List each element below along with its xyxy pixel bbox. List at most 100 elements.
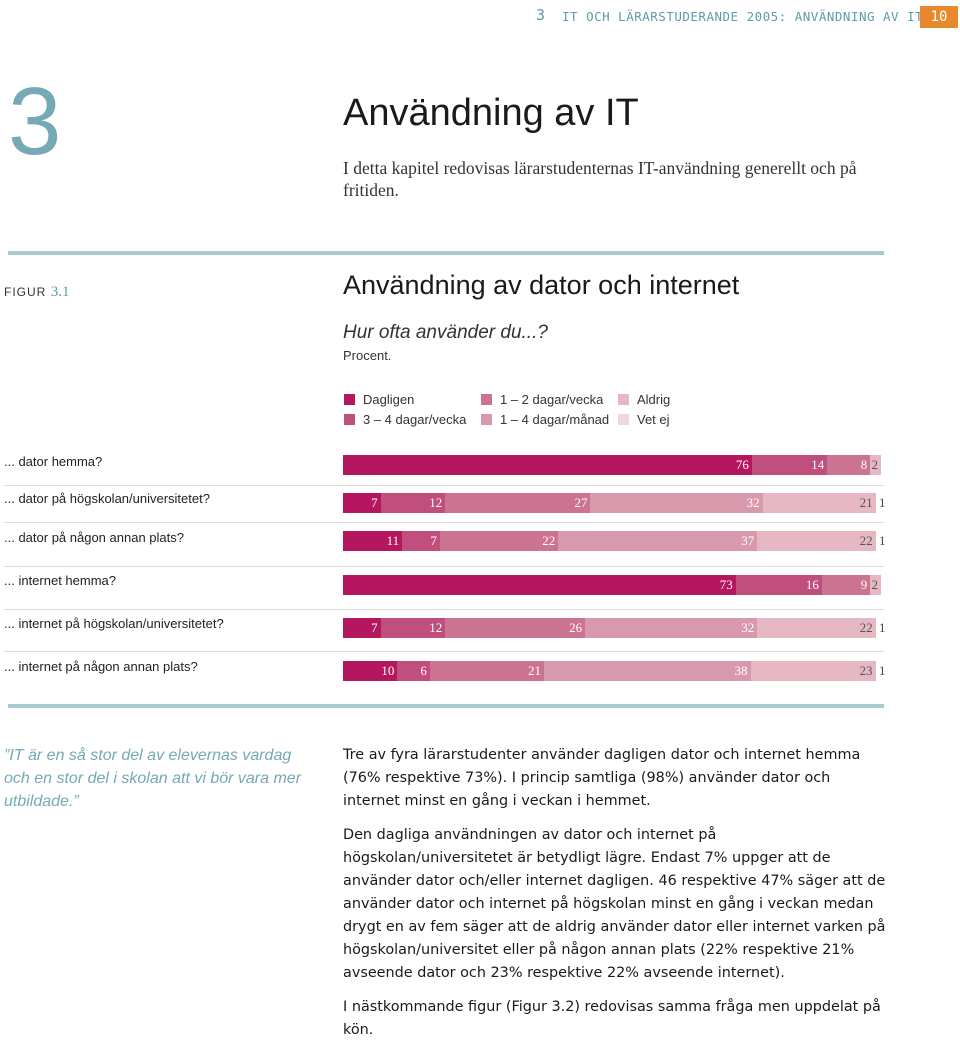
bar-value-label: 22 — [859, 533, 873, 548]
body-paragraph-1: Tre av fyra lärarstudenter använder dagl… — [343, 747, 861, 809]
row-label-internet-hemma: ... internet hemma? — [4, 573, 116, 588]
legend-item-dagligen: Dagligen — [344, 392, 414, 407]
divider-top — [8, 251, 884, 255]
bar-value-label: 73 — [719, 577, 733, 592]
bar-row-internet-hogskolan: 7 12 26 32 22 1 — [343, 618, 886, 638]
row-separator — [4, 609, 884, 610]
row-separator — [4, 566, 884, 567]
divider-bottom — [8, 704, 884, 708]
bar-value-label: 8 — [860, 457, 868, 472]
bar-segment: 12 — [380, 618, 446, 638]
bar-segment: 6 — [397, 661, 430, 681]
figure-title: Användning av dator och internet — [343, 270, 740, 300]
bar-value-label: 22 — [542, 533, 556, 548]
bar-segment: 21 — [762, 493, 876, 513]
figure-label-prefix: FIGUR — [4, 285, 47, 299]
bar-row-internet-hemma: 73 16 9 2 — [343, 575, 881, 595]
chapter-intro: I detta kapitel redovisas lärarstudenter… — [343, 158, 857, 200]
bar-segment: 14 — [751, 455, 828, 475]
bar-value-label: 37 — [741, 533, 755, 548]
bar-segment: 10 — [343, 661, 398, 681]
bar-value-label: 1 — [879, 663, 886, 678]
legend-label: 1 – 4 dagar/månad — [500, 412, 610, 427]
bar-row-dator-annan-plats: 11 7 22 37 22 1 — [343, 531, 886, 551]
legend-item-vet-ej: Vet ej — [618, 412, 670, 427]
bar-value-label: 14 — [811, 457, 825, 472]
bar-segment: 11 — [343, 531, 403, 551]
bar-segment: 23 — [750, 661, 876, 681]
legend-label: Dagligen — [363, 392, 415, 407]
bar-segment: 76 — [343, 455, 752, 475]
bar-segment: 7 — [343, 618, 381, 638]
page-number-badge: 10 — [920, 6, 958, 28]
header-chapter-number: 3 — [536, 6, 546, 24]
bar-segment: 21 — [429, 661, 545, 681]
bar-segment: 73 — [343, 575, 736, 595]
bar-segment: 26 — [445, 618, 586, 638]
bar-value-label: 26 — [569, 620, 583, 635]
bar-segment: 22 — [757, 531, 876, 551]
bar-value-label: 9 — [860, 577, 868, 592]
legend-label: 1 – 2 dagar/vecka — [500, 392, 604, 407]
chapter-title: Användning av IT — [343, 92, 639, 134]
row-separator — [4, 651, 884, 652]
figure-label-number: 3.1 — [50, 284, 70, 300]
bar-segment: 2 — [870, 455, 881, 475]
bar-value-label: 2 — [871, 577, 878, 592]
row-label-dator-hogskolan: ... dator på högskolan/universitetet? — [4, 491, 210, 506]
bar-segment: 38 — [544, 661, 751, 681]
body-paragraph-3: I nästkommande figur (Figur 3.2) redovis… — [343, 999, 881, 1038]
legend-swatch — [481, 394, 492, 405]
bar-value-label: 1 — [879, 533, 886, 548]
legend-item-aldrig: Aldrig — [618, 392, 670, 407]
bar-segment: 9 — [821, 575, 871, 595]
bar-value-label: 11 — [386, 533, 400, 548]
legend-swatch — [481, 414, 492, 425]
bar-value-label: 12 — [429, 620, 443, 635]
bar-value-label: 7 — [371, 620, 378, 635]
bar-value-label: 32 — [741, 620, 755, 635]
bar-row-dator-hogskolan: 7 12 27 32 21 1 — [343, 493, 886, 513]
bar-value-label: 16 — [805, 577, 819, 592]
bar-row-internet-annan-plats: 10 6 21 38 23 1 — [343, 661, 886, 681]
legend-item-3-4-dagar-vecka: 3 – 4 dagar/vecka — [344, 412, 466, 427]
legend-swatch — [618, 414, 629, 425]
bar-value-label: 32 — [746, 495, 760, 510]
legend-label: Aldrig — [637, 392, 671, 407]
legend-label: 3 – 4 dagar/vecka — [363, 412, 467, 427]
running-header: 3 IT OCH LÄRARSTUDERANDE 2005: ANVÄNDNIN… — [0, 6, 960, 28]
bar-value-label: 7 — [371, 495, 378, 510]
bar-segment: 37 — [558, 531, 758, 551]
bar-value-label: 23 — [859, 663, 873, 678]
row-separator — [4, 485, 884, 486]
bar-segment: 32 — [590, 493, 763, 513]
bar-row-dator-hemma: 76 14 8 2 — [343, 455, 881, 475]
chapter-number: 3 — [8, 68, 62, 175]
row-label-internet-hogskolan: ... internet på högskolan/universitetet? — [4, 616, 224, 631]
bar-segment: 7 — [402, 531, 440, 551]
bar-value-label: 7 — [430, 533, 437, 548]
bar-segment: 12 — [380, 493, 446, 513]
bar-value-label: 1 — [879, 620, 886, 635]
bar-segment: 32 — [585, 618, 758, 638]
figure-subtitle: Hur ofta använder du...? — [343, 322, 548, 343]
legend-item-1-2-dagar-vecka: 1 – 2 dagar/vecka — [481, 392, 603, 407]
legend-swatch — [618, 394, 629, 405]
bar-value-label: 1 — [879, 495, 886, 510]
header-running-title: IT OCH LÄRARSTUDERANDE 2005: ANVÄNDNING … — [562, 9, 924, 24]
pull-quote: ”IT är en så stor del av elevernas varda… — [4, 747, 302, 810]
bar-value-label: 22 — [859, 620, 873, 635]
bar-segment: 16 — [735, 575, 822, 595]
bar-segment: 22 — [439, 531, 559, 551]
row-separator — [4, 522, 884, 523]
legend-item-1-4-dagar-manad: 1 – 4 dagar/månad — [481, 412, 609, 427]
bar-segment: 27 — [445, 493, 591, 513]
legend-label: Vet ej — [637, 412, 670, 427]
bar-value-label: 27 — [574, 495, 588, 510]
figure-label: FIGUR 3.1 — [4, 284, 69, 301]
bar-segment: 2 — [870, 575, 881, 595]
bar-segment: 8 — [827, 455, 871, 475]
row-label-internet-annan-plats: ... internet på någon annan plats? — [4, 659, 198, 674]
bar-segment: 22 — [757, 618, 876, 638]
bar-value-label: 6 — [420, 663, 427, 678]
